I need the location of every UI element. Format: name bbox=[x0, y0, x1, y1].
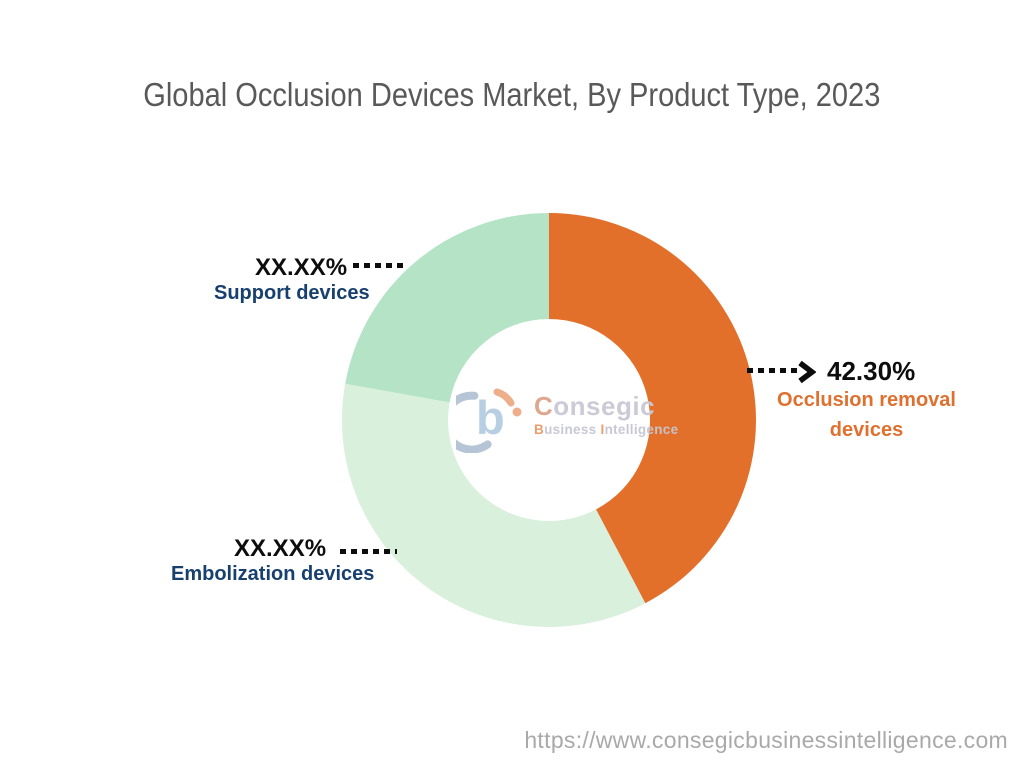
wordmark-initial: C bbox=[534, 391, 554, 421]
page-title-text: Global Occlusion Devices Market, By Prod… bbox=[143, 76, 881, 113]
tagline-business: usiness bbox=[544, 422, 601, 437]
arrow-right-icon bbox=[798, 360, 816, 384]
support-devices-percent: XX.XX% bbox=[255, 254, 348, 281]
donut-chart bbox=[342, 213, 756, 627]
svg-text:b: b bbox=[476, 391, 505, 444]
consegic-wordmark: Consegic bbox=[534, 393, 678, 419]
consegic-logo-text: Consegic Business Intelligence bbox=[534, 377, 678, 437]
tagline-initial-i: I bbox=[600, 422, 605, 437]
page-title: Global Occlusion Devices Market, By Prod… bbox=[0, 76, 1024, 114]
occlusion-leader-line bbox=[747, 368, 797, 373]
consegic-watermark: b Consegic Business Intelligence bbox=[456, 377, 678, 453]
tagline-intelligence: ntelligence bbox=[604, 422, 679, 437]
donut-segment-0 bbox=[549, 213, 756, 604]
wordmark-rest: onsegic bbox=[553, 391, 656, 421]
tagline-initial-b: B bbox=[534, 422, 545, 437]
donut-segment-2 bbox=[345, 213, 549, 403]
occlusion-devices-label: Occlusion removal devices bbox=[777, 389, 956, 441]
embolization-devices-label: Embolization devices bbox=[171, 563, 375, 585]
consegic-b-logo-icon: b bbox=[456, 388, 522, 453]
support-devices-leader-line bbox=[353, 263, 408, 268]
occlusion-percent: 42.30% bbox=[827, 356, 916, 386]
footer-url: https://www.consegicbusinessintelligence… bbox=[524, 727, 1008, 753]
embolization-percent: XX.XX% bbox=[234, 535, 327, 562]
consegic-tagline: Business Intelligence bbox=[534, 422, 678, 437]
donut-segment-1 bbox=[342, 383, 646, 627]
embolization-leader-line bbox=[340, 549, 397, 554]
support-devices-label: Support devices bbox=[214, 282, 370, 304]
